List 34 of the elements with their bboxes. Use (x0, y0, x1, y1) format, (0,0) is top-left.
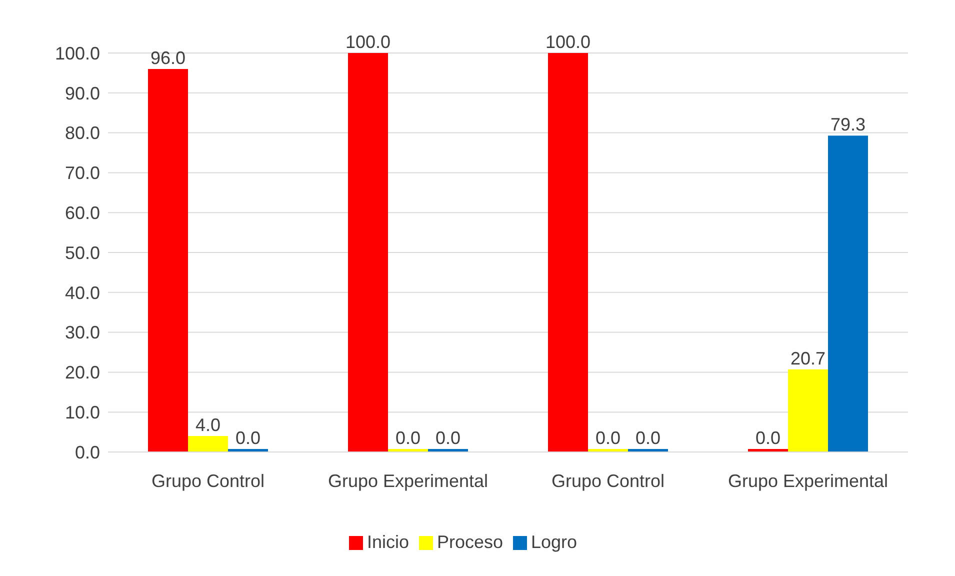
data-label: 79.3 (830, 114, 866, 135)
data-label: 100.0 (545, 32, 591, 52)
y-tick-label: 60.0 (64, 202, 100, 223)
y-tick-label: 20.0 (64, 362, 100, 383)
data-label: 96.0 (150, 48, 186, 68)
y-tick-label: 10.0 (64, 402, 100, 422)
x-tick-label: Grupo Control (151, 470, 265, 491)
bar (148, 68, 188, 452)
data-label: 0.0 (395, 428, 421, 448)
data-label: 0.0 (755, 428, 781, 448)
data-label: 0.0 (435, 428, 461, 448)
data-label: 100.0 (345, 32, 391, 52)
data-label: 20.7 (790, 348, 826, 368)
y-tick-label: 80.0 (64, 123, 100, 144)
bar (548, 53, 588, 452)
legend-label: Inicio (366, 532, 409, 552)
data-label: 0.0 (595, 428, 621, 448)
x-tick-label: Grupo Experimental (728, 470, 888, 491)
legend-label: Proceso (436, 532, 504, 552)
y-tick-label: 40.0 (64, 282, 100, 303)
x-tick-label: Grupo Control (551, 470, 665, 491)
y-tick-label: 50.0 (64, 242, 100, 263)
x-tick-label: Grupo Experimental (328, 470, 488, 491)
legend-label: Logro (531, 532, 578, 552)
data-label: 4.0 (195, 415, 221, 436)
data-label: 0.0 (635, 428, 661, 448)
bar (828, 136, 868, 452)
bar (348, 53, 388, 452)
y-tick-label: 100.0 (54, 43, 100, 64)
data-label: 0.0 (235, 428, 261, 448)
y-tick-label: 0.0 (74, 442, 100, 462)
y-tick-label: 90.0 (64, 83, 100, 104)
y-tick-label: 30.0 (64, 322, 100, 343)
y-tick-label: 70.0 (64, 163, 100, 184)
